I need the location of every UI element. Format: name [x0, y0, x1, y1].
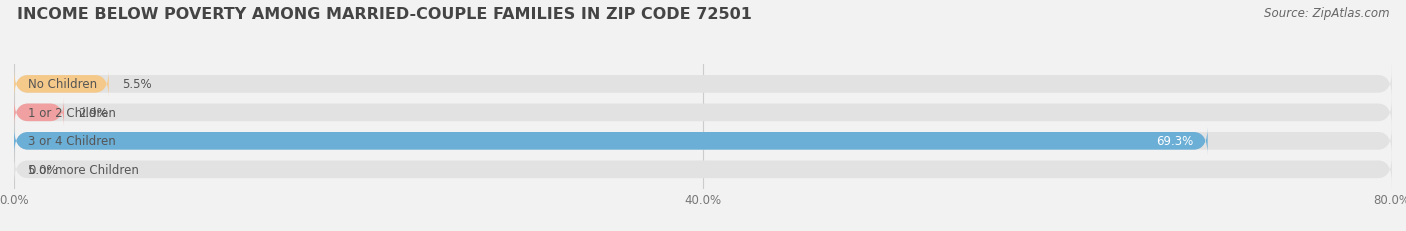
Text: 5.5%: 5.5%	[122, 78, 152, 91]
FancyBboxPatch shape	[14, 127, 1208, 155]
Text: 0.0%: 0.0%	[28, 163, 58, 176]
FancyBboxPatch shape	[14, 99, 1392, 127]
FancyBboxPatch shape	[14, 156, 1392, 183]
FancyBboxPatch shape	[14, 71, 108, 98]
FancyBboxPatch shape	[14, 99, 65, 127]
Text: 3 or 4 Children: 3 or 4 Children	[28, 135, 115, 148]
Text: 2.9%: 2.9%	[77, 106, 108, 119]
Text: 1 or 2 Children: 1 or 2 Children	[28, 106, 115, 119]
FancyBboxPatch shape	[14, 71, 1392, 98]
Text: 5 or more Children: 5 or more Children	[28, 163, 139, 176]
Text: Source: ZipAtlas.com: Source: ZipAtlas.com	[1264, 7, 1389, 20]
FancyBboxPatch shape	[14, 127, 1392, 155]
Text: INCOME BELOW POVERTY AMONG MARRIED-COUPLE FAMILIES IN ZIP CODE 72501: INCOME BELOW POVERTY AMONG MARRIED-COUPL…	[17, 7, 752, 22]
Text: No Children: No Children	[28, 78, 97, 91]
Text: 69.3%: 69.3%	[1157, 135, 1194, 148]
